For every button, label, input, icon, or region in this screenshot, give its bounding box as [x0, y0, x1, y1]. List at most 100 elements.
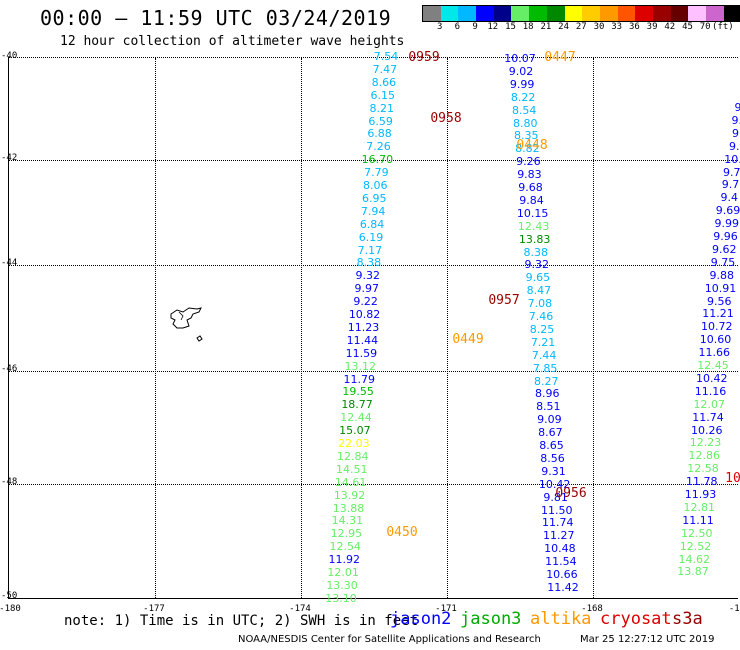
wave-height-value: 8.66 — [371, 75, 397, 89]
latitude-label: -42 — [1, 153, 18, 163]
wave-height-value: 8.65 — [539, 439, 564, 452]
legend-item-jason3: jason3 — [460, 609, 522, 629]
longitude-label: -168 — [581, 604, 603, 614]
color-swatch — [423, 6, 441, 21]
wave-height-value: 9.99 — [714, 217, 740, 231]
color-swatch — [670, 6, 689, 21]
color-scale-label: 18 — [522, 22, 534, 32]
wave-height-value: 8.25 — [529, 322, 555, 336]
wave-height-value: 9.84 — [519, 193, 544, 207]
wave-height-value: 7.94 — [360, 204, 386, 218]
wave-height-value: 9.26 — [516, 155, 541, 169]
wave-height-value: 8.06 — [363, 179, 388, 192]
wave-height-value: 10.48 — [544, 542, 576, 556]
wave-height-value: 9.62 — [712, 242, 737, 256]
wave-height-value: 12.45 — [697, 359, 729, 372]
legend-item-s3a: s3a — [672, 609, 703, 629]
wave-height-value: 11.44 — [346, 333, 379, 347]
wave-height-value: 10.15 — [516, 206, 549, 220]
wave-height-value: 13.87 — [677, 565, 709, 579]
wave-height-value: 11.74 — [542, 516, 574, 530]
pass-time-label: 0449 — [452, 332, 484, 347]
wave-height-value: 10.60 — [699, 333, 732, 347]
color-swatch — [582, 6, 600, 21]
wave-height-value: 14.61 — [334, 475, 367, 489]
wave-height-value: 10. — [724, 152, 740, 166]
longitude-label: -180 — [0, 604, 21, 614]
color-scale-label: 9 — [472, 22, 478, 32]
wave-height-value: 19.55 — [342, 385, 374, 399]
wave-height-value: 9.83 — [517, 168, 542, 182]
color-scale-label: 33 — [611, 22, 623, 32]
wave-height-value: 12.23 — [689, 436, 722, 450]
color-swatch — [635, 6, 653, 21]
wave-height-value: 14.51 — [335, 462, 368, 476]
color-scale-label: (ft) — [712, 22, 734, 32]
color-scale-label: 27 — [575, 22, 587, 32]
wave-height-value: 9.97 — [354, 282, 379, 296]
wave-height-value: 9.68 — [518, 181, 543, 194]
wave-height-value: 6.19 — [358, 230, 384, 244]
wave-height-value: 12.81 — [683, 500, 716, 514]
wave-height-value: 12.50 — [681, 526, 713, 540]
wave-height-value: 8.54 — [511, 103, 537, 117]
color-scale-label: 39 — [646, 22, 658, 32]
wave-height-value: 9.32 — [355, 269, 381, 283]
color-scale-label: 24 — [558, 22, 570, 32]
wave-height-value: 9 — [732, 126, 739, 140]
color-swatch — [546, 6, 565, 21]
wave-height-value: 7.47 — [372, 62, 398, 76]
latitude-label: -46 — [1, 364, 18, 374]
wave-height-value: 12.84 — [337, 449, 369, 463]
wave-height-value: 8.96 — [535, 387, 560, 401]
longitude-label: -174 — [289, 604, 311, 614]
wave-height-value: 9.96 — [713, 230, 738, 243]
wave-height-value: 10.82 — [348, 308, 381, 321]
wave-height-value: 9.81 — [543, 490, 568, 504]
color-scale-label: 30 — [593, 22, 605, 32]
wave-height-value: 7.44 — [531, 348, 557, 362]
wave-height-value: 9.31 — [541, 464, 566, 478]
wave-height-value: 13.92 — [333, 488, 366, 502]
color-scale-bar — [422, 5, 740, 22]
wave-height-value: 9.32 — [524, 258, 550, 272]
wave-height-value: 8.21 — [369, 101, 394, 115]
wave-height-value: 13.30 — [326, 578, 358, 592]
latitude-label: -48 — [1, 477, 18, 487]
wave-height-value: 8.27 — [533, 374, 559, 388]
map-plot-area — [8, 57, 738, 599]
wave-height-value: 12.54 — [329, 540, 362, 554]
wave-height-value: 12.01 — [327, 566, 359, 579]
wave-height-value: 11.42 — [547, 580, 579, 594]
latitude-label: -50 — [1, 591, 18, 601]
legend-item-jason2: jason2 — [390, 609, 452, 629]
longitude-label: -177 — [143, 604, 165, 614]
color-swatch — [723, 6, 740, 21]
wave-height-value: 13.10 — [325, 591, 357, 605]
wave-height-value: 8.67 — [538, 426, 563, 440]
wave-height-value: 12.86 — [688, 449, 721, 463]
grid-line-horizontal — [9, 484, 738, 485]
wave-height-value: 9.4 — [720, 191, 739, 205]
color-swatch — [652, 6, 671, 21]
wave-height-value: 12.43 — [517, 219, 550, 233]
wave-height-value: 11.92 — [328, 553, 360, 567]
wave-height-value: 11.11 — [682, 513, 714, 527]
color-scale-label: 42 — [664, 22, 676, 32]
wave-height-value: 11.16 — [694, 384, 727, 398]
wave-height-value: 8.51 — [536, 400, 561, 414]
wave-height-value: 7.08 — [527, 297, 553, 311]
wave-height-value: 8.38 — [356, 256, 382, 270]
latitude-label: -44 — [1, 258, 18, 268]
wave-height-value: 7.46 — [528, 310, 554, 323]
pass-time-label: 0958 — [430, 111, 462, 126]
wave-height-value: 6.84 — [359, 217, 385, 231]
wave-height-value: 9.7 — [721, 178, 740, 192]
color-scale-label: 45 — [682, 22, 693, 32]
longitude-label: -171 — [435, 604, 457, 614]
wave-height-value: 11.23 — [347, 320, 380, 334]
footer-timestamp: Mar 25 12:27:12 UTC 2019 — [580, 634, 715, 645]
map-note: note: 1) Time is in UTC; 2) SWH is in fe… — [64, 613, 419, 629]
island-outline-icon — [170, 307, 203, 342]
color-swatch — [476, 6, 494, 21]
